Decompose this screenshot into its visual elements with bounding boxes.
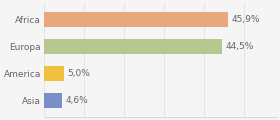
Bar (44, 93, 62, 108)
Text: 4,6%: 4,6% (65, 96, 88, 105)
Bar (44, 39, 222, 54)
Bar (44, 12, 228, 27)
Text: 45,9%: 45,9% (231, 15, 260, 24)
Bar (44, 66, 64, 81)
Text: 44,5%: 44,5% (225, 42, 254, 51)
Text: 5,0%: 5,0% (67, 69, 90, 78)
